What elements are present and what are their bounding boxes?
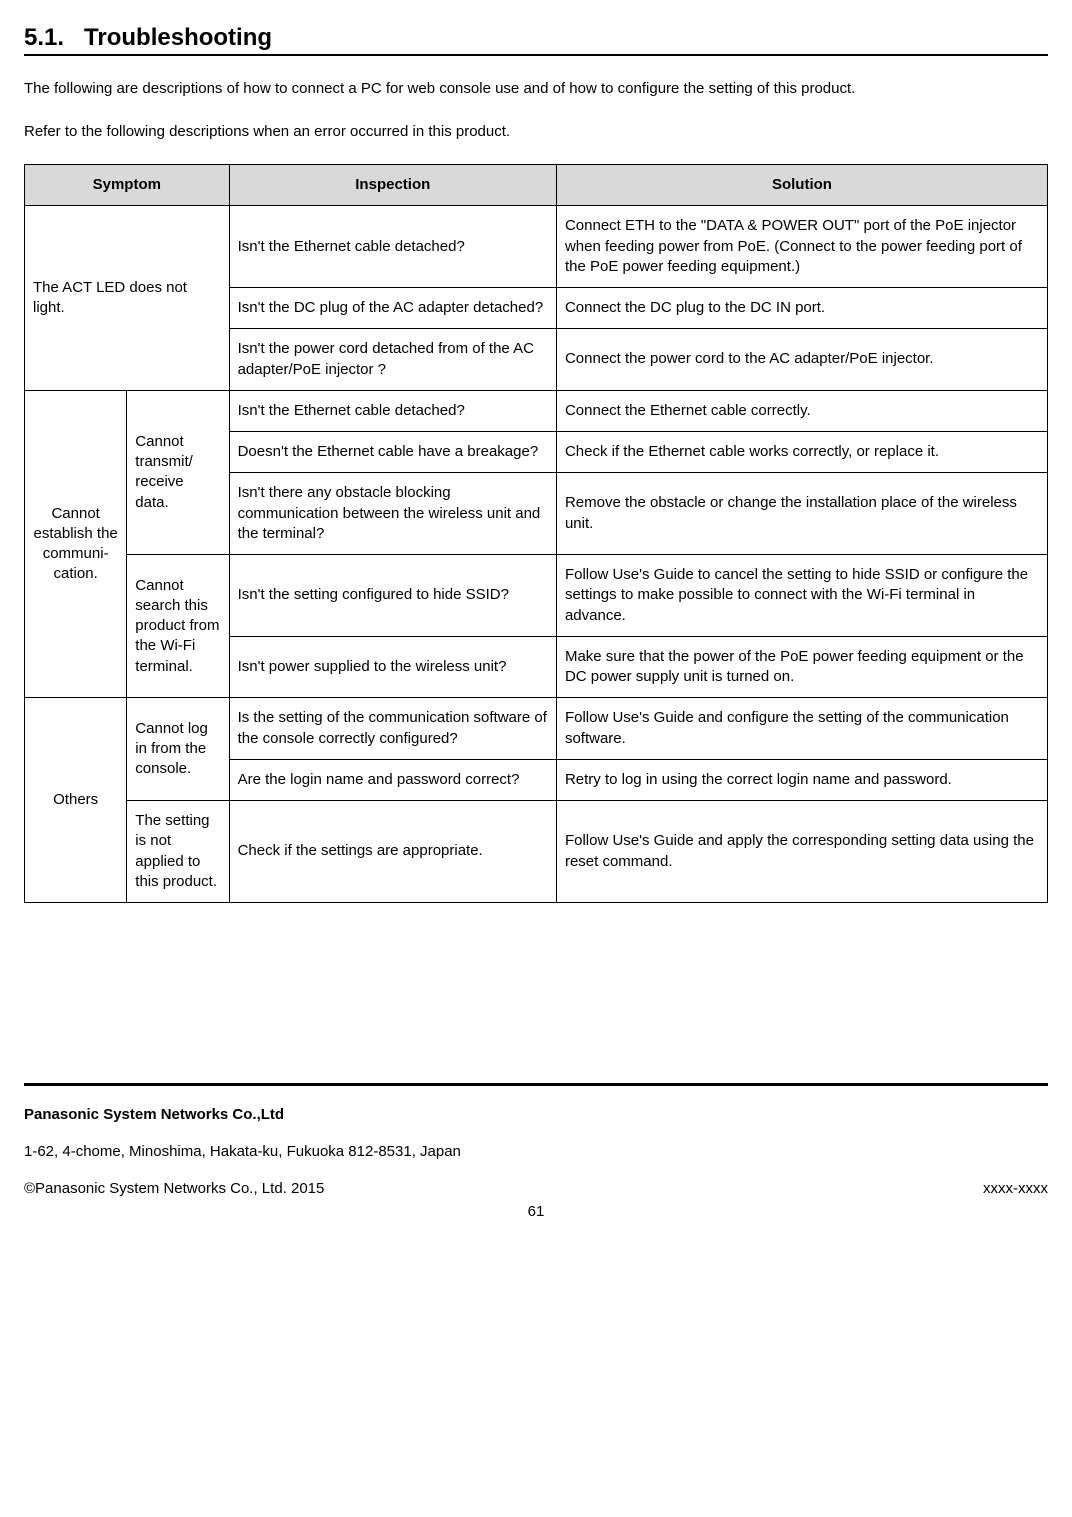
solution-cell: Connect the power cord to the AC adapter… [556,329,1047,391]
solution-cell: Retry to log in using the correct login … [556,759,1047,800]
inspection-cell: Are the login name and password correct? [229,759,556,800]
table-row: Others Cannot log in from the console. I… [25,698,1048,760]
inspection-cell: Doesn't the Ethernet cable have a breaka… [229,432,556,473]
table-row: Cannot establish the communi­cation. Can… [25,390,1048,431]
footer: Panasonic System Networks Co.,Ltd 1-62, … [24,1083,1048,1220]
symptom-cell: Others [25,698,127,903]
footer-company: Panasonic System Networks Co.,Ltd [24,1106,1048,1123]
inspection-cell: Isn't the setting configured to hide SSI… [229,555,556,637]
section-number: 5.1. [24,24,64,51]
symptom-cell: Cannot establish the communi­cation. [25,390,127,698]
inspection-cell: Isn't the Ethernet cable detached? [229,390,556,431]
header-inspection: Inspection [229,165,556,206]
inspection-cell: Is the setting of the communication soft… [229,698,556,760]
subsymptom-cell: Cannot log in from the console. [127,698,229,801]
section-header: 5.1. Troubleshooting [24,24,1048,56]
solution-cell: Check if the Ethernet cable works correc… [556,432,1047,473]
solution-cell: Connect ETH to the "DATA & POWER OUT" po… [556,206,1047,288]
solution-cell: Connect the Ethernet cable correctly. [556,390,1047,431]
inspection-cell: Check if the settings are appropriate. [229,801,556,903]
footer-address: 1-62, 4-chome, Minoshima, Hakata-ku, Fuk… [24,1143,1048,1160]
footer-copyright: ©Panasonic System Networks Co., Ltd. 201… [24,1180,324,1197]
solution-cell: Follow Use's Guide and apply the corresp… [556,801,1047,903]
subsymptom-cell: Cannot search this product from the Wi-F… [127,555,229,698]
solution-cell: Make sure that the power of the PoE powe… [556,636,1047,698]
header-symptom: Symptom [25,165,230,206]
intro-paragraph-1: The following are descriptions of how to… [24,78,1048,99]
footer-code: xxxx-xxxx [983,1180,1048,1197]
page-number: 61 [24,1203,1048,1220]
subsymptom-cell: The setting is not applied to this produ… [127,801,229,903]
table-row: The ACT LED does not light. Isn't the Et… [25,206,1048,288]
inspection-cell: Isn't there any obstacle blocking commun… [229,473,556,555]
subsymptom-cell: Cannot transmit/ receive data. [127,390,229,554]
inspection-cell: Isn't the power cord detached from of th… [229,329,556,391]
header-solution: Solution [556,165,1047,206]
inspection-cell: Isn't power supplied to the wireless uni… [229,636,556,698]
section-title-text: Troubleshooting [84,24,272,51]
solution-cell: Follow Use's Guide to cancel the setting… [556,555,1047,637]
inspection-cell: Isn't the Ethernet cable detached? [229,206,556,288]
symptom-cell: The ACT LED does not light. [25,206,230,391]
intro-paragraph-2: Refer to the following descriptions when… [24,121,1048,142]
solution-cell: Follow Use's Guide and configure the set… [556,698,1047,760]
table-row: The setting is not applied to this produ… [25,801,1048,903]
solution-cell: Connect the DC plug to the DC IN port. [556,288,1047,329]
inspection-cell: Isn't the DC plug of the AC adapter deta… [229,288,556,329]
solution-cell: Remove the obstacle or change the instal… [556,473,1047,555]
table-row: Cannot search this product from the Wi-F… [25,555,1048,637]
troubleshooting-table: Symptom Inspection Solution The ACT LED … [24,164,1048,903]
table-header-row: Symptom Inspection Solution [25,165,1048,206]
